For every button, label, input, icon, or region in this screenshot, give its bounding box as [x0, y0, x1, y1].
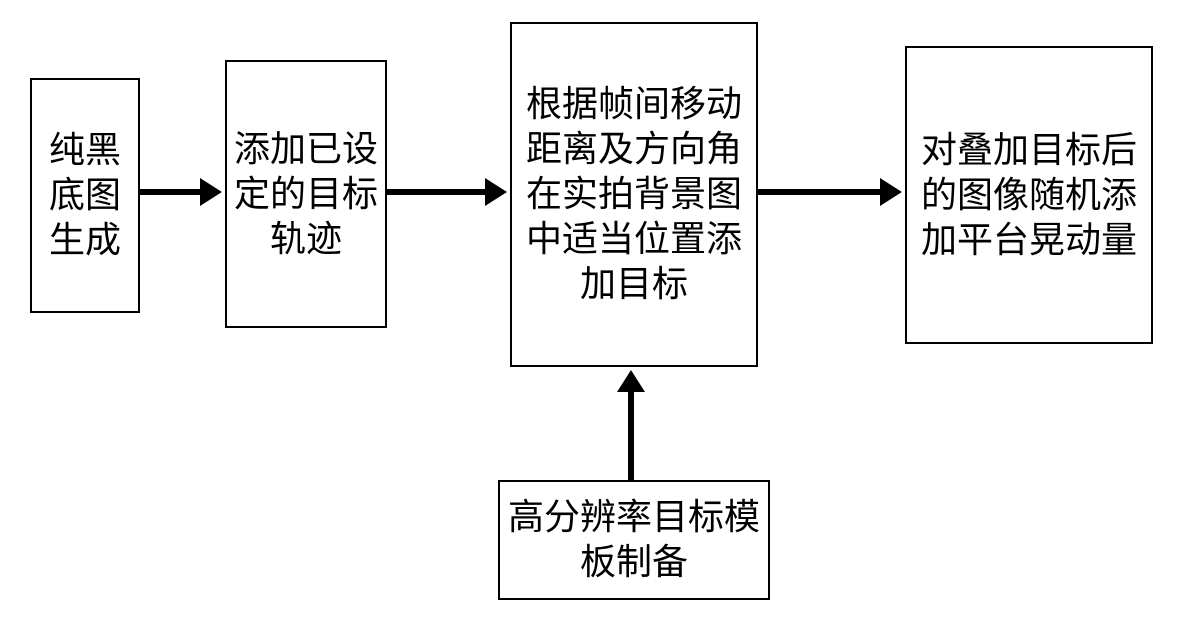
- flow-node-black-bg-gen: 纯黑底图生成: [30, 78, 140, 313]
- node-label: 高分辨率目标模板制备: [500, 489, 768, 591]
- flow-node-add-trajectory: 添加已设定的目标轨迹: [225, 60, 387, 328]
- node-label: 对叠加目标后的图像随机添加平台晃动量: [907, 122, 1151, 269]
- flow-node-place-target: 根据帧间移动距离及方向角在实拍背景图中适当位置添加目标: [510, 22, 758, 367]
- node-label: 添加已设定的目标轨迹: [227, 121, 385, 268]
- flow-node-template-prep: 高分辨率目标模板制备: [498, 480, 770, 600]
- node-label: 纯黑底图生成: [32, 122, 138, 269]
- flow-node-add-jitter: 对叠加目标后的图像随机添加平台晃动量: [905, 46, 1153, 344]
- node-label: 根据帧间移动距离及方向角在实拍背景图中适当位置添加目标: [512, 76, 756, 313]
